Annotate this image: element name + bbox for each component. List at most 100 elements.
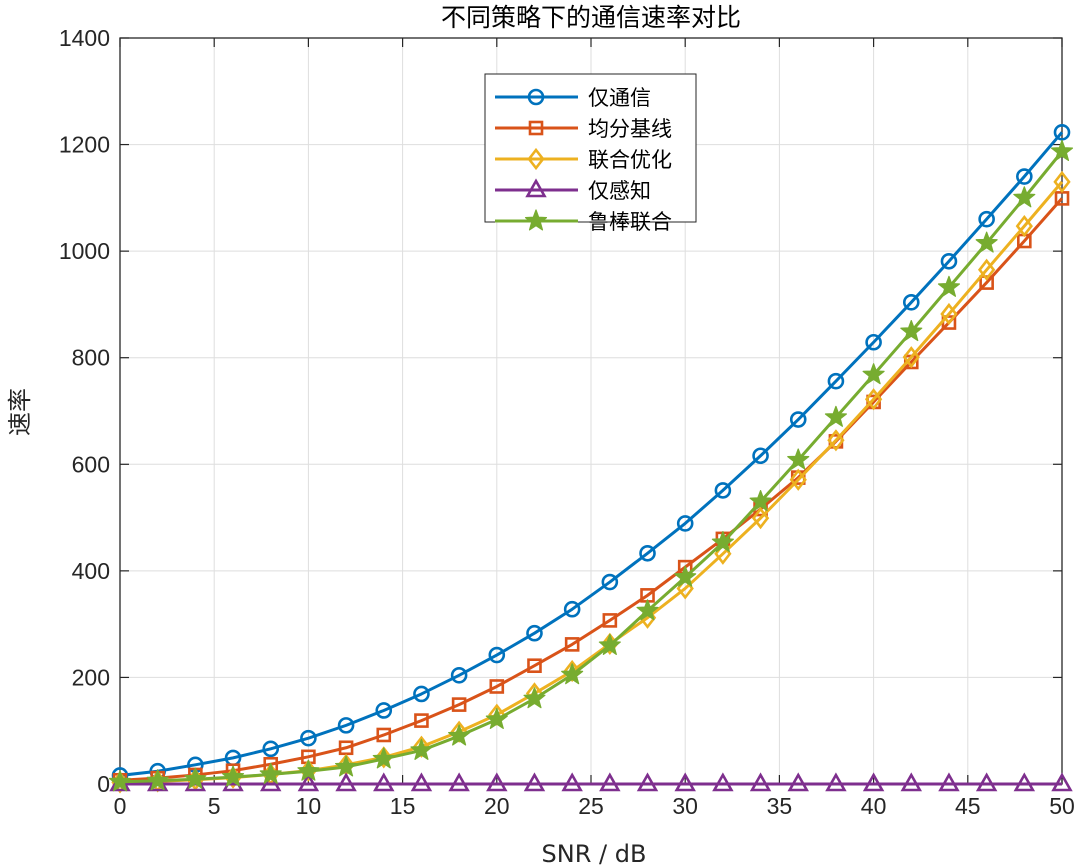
legend-item: 均分基线: [495, 117, 672, 141]
data-point: [523, 687, 546, 709]
data-point: [636, 772, 659, 792]
data-point: [1016, 168, 1033, 185]
data-point: [862, 772, 885, 792]
data-point: [789, 411, 807, 428]
x-tick-label: 0: [114, 793, 127, 819]
data-point: [262, 740, 280, 758]
data-point: [1013, 186, 1036, 208]
data-point: [751, 506, 770, 530]
data-point: [902, 293, 920, 311]
x-axis-title: SNR / dB: [542, 840, 647, 868]
x-tick-label: 30: [672, 793, 698, 819]
data-point: [749, 772, 772, 792]
data-point: [376, 727, 392, 743]
legend-label: 联合优化: [588, 148, 672, 172]
data-point: [676, 515, 694, 532]
data-point: [864, 388, 883, 411]
y-axis-title: 速率: [6, 388, 34, 436]
chart-title: 不同策略下的通信速率对比: [441, 3, 741, 32]
data-point: [865, 333, 882, 351]
data-point: [335, 772, 357, 792]
y-tick-label: 400: [72, 558, 110, 584]
data-point: [221, 765, 245, 787]
data-point: [900, 320, 923, 342]
series-5: [108, 139, 1074, 792]
data-point: [1015, 214, 1033, 238]
data-point: [448, 772, 470, 792]
data-point: [900, 772, 923, 792]
data-point: [561, 663, 584, 685]
x-tick-label: 5: [208, 793, 221, 819]
data-point: [749, 489, 772, 512]
data-point: [752, 447, 769, 465]
data-point: [902, 346, 920, 369]
data-point: [712, 772, 734, 792]
data-point: [938, 772, 960, 792]
legend-label: 仅感知: [588, 179, 651, 203]
legend-label: 仅通信: [588, 86, 651, 110]
data-point: [975, 772, 998, 792]
y-tick-label: 800: [72, 345, 110, 371]
data-point: [787, 772, 809, 792]
legend-item: 联合优化: [495, 147, 672, 172]
data-point: [410, 772, 433, 792]
data-point: [674, 772, 696, 792]
y-tick-label: 1200: [59, 132, 110, 158]
data-point: [300, 729, 317, 747]
legend-marker: [528, 120, 544, 136]
data-point: [375, 746, 393, 769]
data-point: [410, 738, 433, 760]
data-point: [827, 429, 845, 452]
x-tick-label: 15: [390, 793, 416, 819]
data-point: [1013, 772, 1036, 792]
data-point: [598, 633, 621, 655]
x-tick-label: 35: [767, 793, 793, 819]
data-point: [297, 759, 320, 781]
data-point: [940, 252, 958, 270]
data-point: [787, 448, 810, 470]
data-point: [414, 713, 429, 728]
x-tick-label: 50: [1049, 793, 1075, 819]
x-tick-label: 25: [578, 793, 604, 819]
data-point: [523, 772, 546, 792]
data-point: [448, 724, 471, 746]
data-point: [451, 697, 467, 712]
y-tick-labels: 0 200 400 600 800 1000 1200 1400: [59, 25, 110, 797]
data-point: [825, 772, 847, 792]
data-point: [561, 772, 583, 792]
series-1: [111, 124, 1071, 784]
legend-marker: [525, 178, 547, 198]
data-point: [1053, 124, 1071, 141]
data-point: [674, 565, 697, 587]
data-point: [977, 258, 996, 281]
data-point: [975, 231, 998, 253]
legend-label: 鲁棒联合: [588, 210, 672, 234]
y-tick-label: 600: [72, 451, 110, 477]
legend-box: [484, 73, 697, 223]
data-point: [485, 707, 508, 730]
x-tick-label: 40: [861, 793, 887, 819]
x-tick-label: 45: [955, 793, 981, 819]
data-point: [527, 658, 542, 674]
legend-marker: [524, 209, 548, 231]
data-point: [636, 599, 659, 621]
data-point: [413, 685, 430, 703]
data-point: [1050, 139, 1074, 161]
data-point: [639, 544, 656, 562]
data-point: [335, 755, 358, 777]
x-tick-label: 10: [296, 793, 322, 819]
x-tick-label: 20: [484, 793, 510, 819]
data-point: [602, 613, 618, 628]
data-point: [488, 646, 506, 664]
data-point: [184, 767, 207, 789]
x-tick-labels: 0 5 10 15 20 25 30 35 40 45 50: [114, 793, 1075, 819]
data-point: [789, 468, 807, 491]
y-tick-label: 1400: [59, 25, 110, 51]
data-point: [259, 762, 282, 784]
data-point: [978, 210, 995, 228]
data-point: [1053, 170, 1071, 193]
legend-item: 仅感知: [495, 178, 651, 203]
data-point: [108, 770, 132, 792]
